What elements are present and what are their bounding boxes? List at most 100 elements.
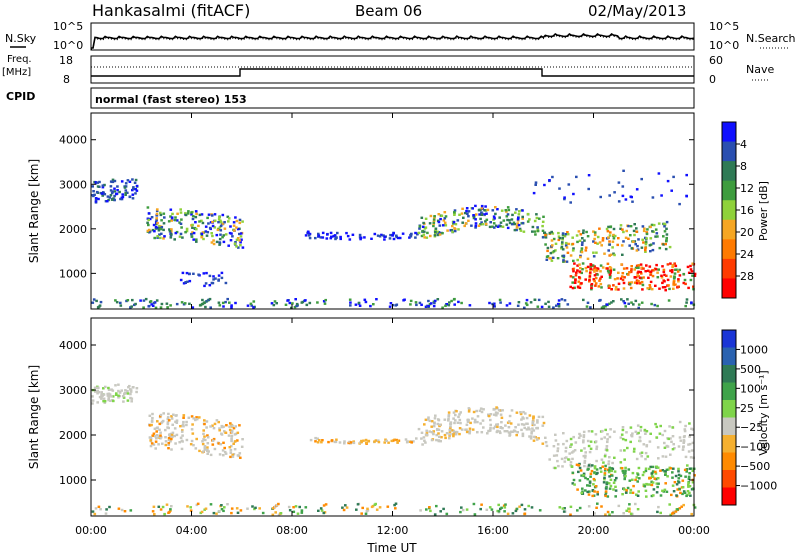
radar-cell xyxy=(364,438,368,442)
radar-cell xyxy=(434,230,437,234)
radar-cell xyxy=(656,477,660,480)
radar-cell xyxy=(152,432,156,435)
radar-cell xyxy=(548,257,551,260)
radar-cell xyxy=(499,413,503,416)
radar-cell xyxy=(608,243,611,246)
radar-cell xyxy=(207,222,210,225)
radar-cell xyxy=(622,281,626,285)
radar-cell xyxy=(475,409,478,413)
radar-cell xyxy=(606,262,610,265)
radar-cell xyxy=(603,436,606,439)
radar-cell xyxy=(531,422,534,425)
radar-cell xyxy=(588,276,591,279)
radar-cell xyxy=(224,452,228,455)
radar-cell xyxy=(447,419,450,422)
radar-cell xyxy=(589,465,592,468)
radar-cell xyxy=(605,487,608,490)
radar-cell xyxy=(329,231,333,235)
radar-cell xyxy=(95,299,98,303)
radar-cell xyxy=(668,245,672,249)
radar-cell xyxy=(518,505,521,508)
radar-cell xyxy=(401,232,405,235)
radar-cell xyxy=(424,217,428,220)
radar-cell xyxy=(294,298,297,301)
radar-cell xyxy=(685,194,688,198)
radar-cell xyxy=(126,179,130,182)
radar-cell xyxy=(479,217,482,221)
radar-cell xyxy=(665,468,669,471)
radar-cell xyxy=(452,429,455,433)
radar-cell xyxy=(621,253,624,256)
radar-cell xyxy=(166,421,170,424)
radar-cell xyxy=(635,230,638,233)
radar-cell xyxy=(612,284,615,287)
radar-cell xyxy=(468,427,472,430)
radar-cell xyxy=(545,258,549,261)
radar-cell xyxy=(574,279,577,282)
radar-cell xyxy=(171,423,174,426)
noise-panel: N.Sky 10^5 10^0 10^5 10^0 N.Search xyxy=(5,20,796,52)
radar-cell xyxy=(348,238,352,241)
radar-cell xyxy=(635,457,639,461)
radar-cell xyxy=(404,438,408,441)
radar-cell xyxy=(203,446,207,449)
radar-cell xyxy=(663,222,666,226)
radar-cell xyxy=(614,495,617,498)
radar-cell xyxy=(170,228,173,231)
radar-cell xyxy=(609,271,612,274)
radar-cell xyxy=(459,421,462,425)
radar-cell xyxy=(165,503,169,506)
radar-cell xyxy=(669,453,672,456)
radar-cell xyxy=(428,222,432,225)
radar-cell xyxy=(652,494,655,497)
radar-cell xyxy=(221,213,225,217)
radar-cell xyxy=(678,487,681,491)
radar-cell xyxy=(164,443,168,447)
radar-cell xyxy=(555,304,558,307)
radar-cell xyxy=(649,286,652,289)
radar-cell xyxy=(152,505,156,508)
radar-cell xyxy=(428,506,431,509)
radar-cell xyxy=(579,233,583,236)
radar-cell xyxy=(578,432,581,436)
radar-cell xyxy=(648,483,652,486)
radar-cell xyxy=(190,235,194,238)
radar-cell xyxy=(134,192,137,195)
radar-cell xyxy=(586,465,590,468)
radar-cell xyxy=(517,216,520,219)
radar-cell xyxy=(671,269,674,272)
radar-cell xyxy=(644,469,648,473)
radar-cell xyxy=(97,505,101,508)
radar-cell xyxy=(585,269,588,273)
radar-cell xyxy=(612,481,616,484)
radar-cell xyxy=(183,302,187,305)
radar-cell xyxy=(506,213,510,216)
radar-cell xyxy=(167,438,171,441)
radar-cell xyxy=(658,287,661,290)
radar-cell xyxy=(109,399,112,402)
radar-cell xyxy=(669,262,672,265)
radar-cell xyxy=(678,507,682,510)
radar-cell xyxy=(546,246,550,250)
radar-cell xyxy=(651,230,654,233)
radar-cell xyxy=(361,506,364,510)
radar-cell xyxy=(495,406,498,409)
radar-cell xyxy=(635,188,639,191)
radar-cell xyxy=(154,226,158,229)
radar-cell xyxy=(531,423,535,427)
radar-cell xyxy=(100,396,103,399)
radar-cell xyxy=(200,219,203,222)
radar-cell xyxy=(621,278,625,282)
radar-cell xyxy=(192,231,196,235)
radar-cell xyxy=(693,272,697,276)
radar-cell xyxy=(213,213,217,216)
radar-cell xyxy=(541,229,545,232)
radar-cell xyxy=(636,244,639,248)
radar-cell xyxy=(592,230,595,233)
radar-cell xyxy=(638,281,642,285)
radar-cell xyxy=(154,440,158,443)
radar-cell xyxy=(155,426,159,430)
radar-cell xyxy=(429,509,432,513)
radar-cell xyxy=(217,278,220,281)
